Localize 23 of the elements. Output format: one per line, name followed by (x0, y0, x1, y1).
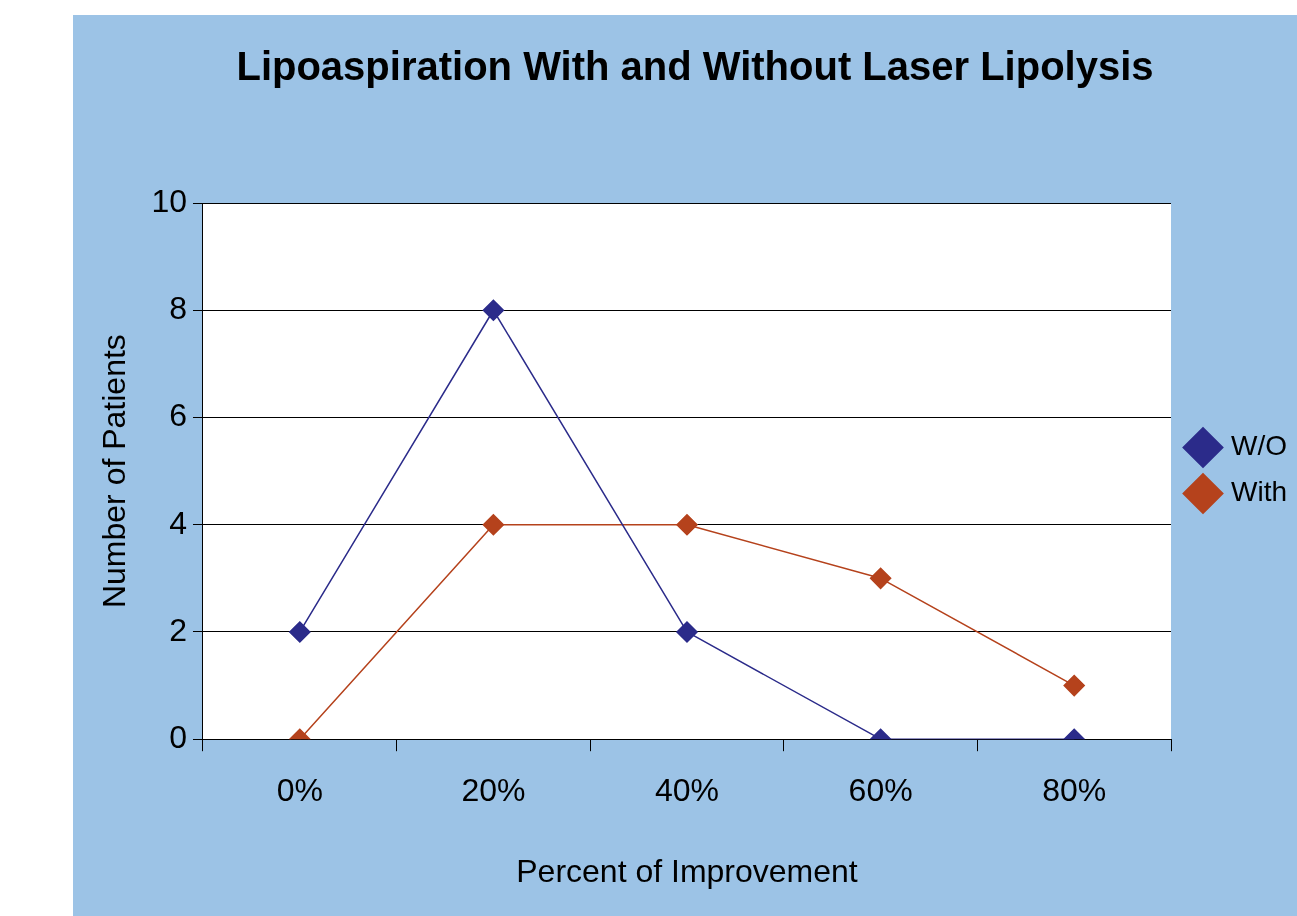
point (676, 513, 698, 536)
point (289, 621, 311, 643)
x-axis-title: Percent of Improvement (516, 852, 858, 889)
point (869, 567, 892, 590)
y-axis-title: Number of Patients (96, 334, 133, 609)
point (482, 513, 505, 536)
y-tick-label: 0 (169, 719, 187, 756)
point (676, 621, 698, 643)
x-tick-label: 80% (1042, 772, 1107, 809)
point (1063, 674, 1085, 697)
y-tick-label: 10 (151, 182, 187, 219)
legend-label: With (1231, 476, 1287, 508)
y-tick-label: 6 (169, 397, 187, 434)
x-tick-label: 60% (848, 772, 913, 809)
x-tick-label: 0% (276, 772, 323, 809)
legend-label: W/O (1231, 430, 1287, 462)
y-tick-label: 4 (169, 504, 187, 541)
x-tick-label: 40% (654, 772, 720, 809)
x-tick-label: 20% (461, 772, 526, 809)
y-tick-label: 8 (169, 290, 187, 327)
point (482, 299, 505, 321)
chart-title: Lipoaspiration With and Without Laser Lipolysis (236, 44, 1154, 89)
y-tick-label: 2 (169, 611, 187, 648)
